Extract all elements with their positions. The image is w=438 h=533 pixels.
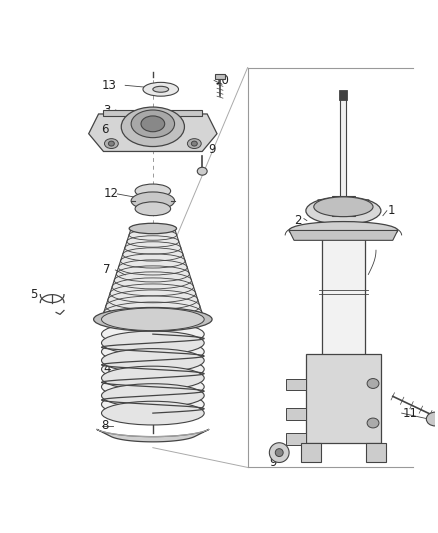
Ellipse shape	[102, 384, 204, 407]
Text: 9: 9	[208, 143, 215, 156]
Text: 9: 9	[269, 456, 277, 469]
Ellipse shape	[131, 192, 175, 209]
Ellipse shape	[121, 107, 184, 147]
Polygon shape	[96, 429, 209, 442]
Ellipse shape	[102, 401, 204, 425]
Ellipse shape	[102, 358, 204, 381]
Polygon shape	[88, 114, 217, 151]
Polygon shape	[103, 110, 202, 116]
Ellipse shape	[102, 331, 204, 355]
Ellipse shape	[187, 139, 201, 149]
Ellipse shape	[135, 184, 171, 198]
Ellipse shape	[306, 197, 381, 224]
Ellipse shape	[102, 392, 204, 416]
Polygon shape	[339, 90, 347, 100]
Polygon shape	[215, 75, 225, 79]
Text: 13: 13	[102, 79, 117, 92]
Ellipse shape	[102, 375, 204, 399]
Text: 12: 12	[103, 188, 119, 200]
Text: 8: 8	[102, 419, 109, 432]
Ellipse shape	[102, 322, 204, 346]
Text: 1: 1	[388, 204, 396, 217]
Ellipse shape	[102, 366, 204, 390]
Ellipse shape	[367, 418, 379, 428]
Ellipse shape	[131, 110, 175, 138]
Polygon shape	[306, 354, 381, 443]
Ellipse shape	[289, 222, 398, 239]
Ellipse shape	[102, 349, 204, 373]
Ellipse shape	[275, 449, 283, 457]
Ellipse shape	[153, 86, 169, 92]
Polygon shape	[366, 443, 386, 463]
Ellipse shape	[135, 202, 171, 216]
Text: 11: 11	[403, 407, 418, 419]
Ellipse shape	[94, 308, 212, 331]
Ellipse shape	[197, 167, 207, 175]
Polygon shape	[286, 408, 306, 420]
Polygon shape	[332, 196, 355, 216]
Polygon shape	[102, 229, 204, 319]
Text: 4: 4	[103, 362, 111, 375]
Ellipse shape	[191, 141, 197, 146]
Text: 10: 10	[215, 74, 230, 87]
Ellipse shape	[314, 197, 373, 216]
Ellipse shape	[102, 308, 204, 330]
Ellipse shape	[367, 378, 379, 389]
Text: 2: 2	[294, 214, 301, 227]
Polygon shape	[286, 433, 306, 445]
Ellipse shape	[269, 443, 289, 463]
Ellipse shape	[129, 223, 177, 233]
Ellipse shape	[105, 139, 118, 149]
Ellipse shape	[141, 116, 165, 132]
Polygon shape	[318, 200, 369, 219]
Ellipse shape	[143, 83, 179, 96]
Text: 6: 6	[102, 123, 109, 136]
Text: 7: 7	[103, 263, 111, 277]
Ellipse shape	[426, 412, 438, 426]
Text: 5: 5	[30, 288, 38, 301]
Text: 3: 3	[103, 103, 111, 117]
Polygon shape	[286, 378, 306, 390]
Ellipse shape	[109, 141, 114, 146]
Polygon shape	[301, 443, 321, 463]
Ellipse shape	[102, 340, 204, 364]
Polygon shape	[289, 230, 398, 240]
